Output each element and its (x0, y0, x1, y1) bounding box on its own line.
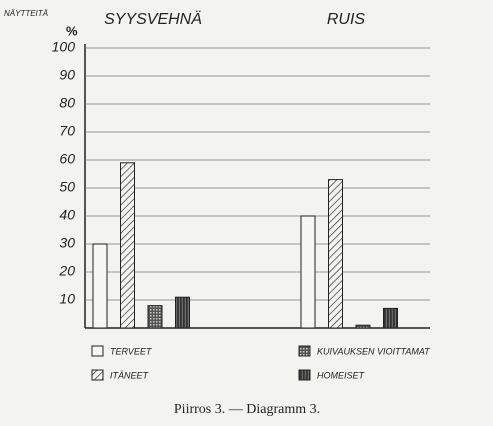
y-label: NÄYTTEITÄ (4, 9, 48, 18)
legend-swatch (298, 369, 311, 381)
bar (328, 179, 343, 329)
legend-label: ITÄNEET (110, 370, 150, 380)
y-tick-label: 50 (59, 179, 75, 195)
y-tick-label: 60 (59, 151, 75, 167)
y-tick-label: 20 (58, 263, 75, 279)
legend-swatch (91, 345, 104, 357)
y-tick-label: 40 (59, 207, 75, 223)
bar (300, 215, 316, 329)
bar (175, 296, 190, 329)
bar (383, 307, 398, 329)
legend-label: HOMEISET (317, 370, 366, 380)
category-label: SYYSVEHNÄ (104, 10, 202, 28)
legend-label: TERVEET (110, 346, 153, 356)
y-tick-label: 100 (52, 39, 76, 55)
y-tick-label: 10 (59, 291, 75, 307)
y-tick-label: 90 (59, 67, 75, 83)
bar (355, 324, 371, 329)
legend-swatch (91, 369, 104, 381)
y-tick-label: 70 (59, 123, 75, 139)
caption: Piirros 3. — Diagramm 3. (174, 402, 320, 417)
bar (120, 162, 135, 329)
category-label: RUIS (327, 11, 366, 28)
bar (147, 305, 163, 329)
bar (92, 243, 108, 329)
y-tick-label: 80 (59, 95, 75, 111)
legend-swatch (298, 345, 311, 357)
y-unit: % (66, 23, 78, 38)
y-tick-label: 30 (59, 235, 75, 251)
legend-label: KUIVAUKSEN VIOITTAMAT (317, 346, 431, 356)
